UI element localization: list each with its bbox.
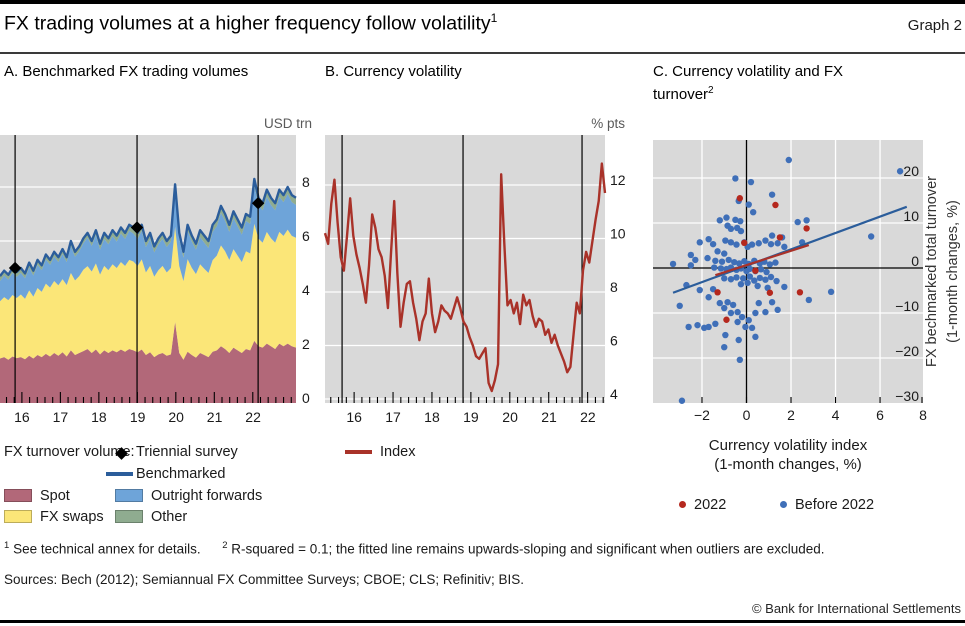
footnote-2-text: R-squared = 0.1; the fitted line remains… <box>231 541 825 557</box>
svg-text:19: 19 <box>130 409 146 425</box>
svg-text:−20: −20 <box>895 343 919 359</box>
top-border-rule <box>0 0 965 4</box>
panel-c-footnote-marker: 2 <box>708 85 714 96</box>
svg-text:22: 22 <box>245 409 261 425</box>
copyright-notice: © Bank for International Settlements <box>751 601 961 616</box>
svg-text:20: 20 <box>502 409 518 425</box>
legend-spot-label: Spot <box>40 488 70 504</box>
legend-fx-turnover-prefix: FX turnover volume: <box>4 444 135 460</box>
panel-a-title: A. Benchmarked FX trading volumes <box>4 63 249 80</box>
panel-c-x-axis-label: Currency volatility index (1-month chang… <box>653 436 923 474</box>
panel-b-unit-label: % pts <box>591 116 625 131</box>
svg-text:4: 4 <box>302 282 310 298</box>
svg-text:6: 6 <box>610 333 618 349</box>
title-divider-rule <box>0 52 965 54</box>
svg-text:10: 10 <box>610 226 625 242</box>
page-title: FX trading volumes at a higher frequency… <box>4 11 497 36</box>
svg-text:2: 2 <box>787 407 795 423</box>
legend-fx-swaps-label: FX swaps <box>40 509 104 525</box>
svg-text:4: 4 <box>610 386 618 402</box>
panel-c-y-axis-label-line2: (1-month changes, %) <box>945 200 961 343</box>
graph-number-label: Graph 2 <box>907 17 962 34</box>
legend-triennial-label: Triennial survey <box>136 444 238 460</box>
panel-c-y-axis-label: FX bechmarked total turnover (1-month ch… <box>922 140 965 403</box>
svg-text:20: 20 <box>168 409 184 425</box>
svg-text:18: 18 <box>424 409 440 425</box>
sources-line: Sources: Bech (2012); Semiannual FX Comm… <box>4 572 524 587</box>
svg-text:0: 0 <box>911 253 919 269</box>
index-line-swatch-icon <box>345 450 372 454</box>
svg-text:21: 21 <box>541 409 557 425</box>
panel-a-unit-label: USD trn <box>263 116 312 131</box>
page-title-text: FX trading volumes at a higher frequency… <box>4 12 491 35</box>
fx-swaps-swatch-icon <box>4 510 32 523</box>
svg-text:8: 8 <box>919 407 927 423</box>
svg-text:−30: −30 <box>895 388 919 404</box>
svg-text:2: 2 <box>302 336 310 352</box>
footnote-1-marker: 1 <box>4 540 10 551</box>
svg-text:21: 21 <box>207 409 223 425</box>
svg-text:−2: −2 <box>694 407 710 423</box>
footnotes: 1 See technical annex for details. 2 R-s… <box>4 540 961 557</box>
panel-b-title: B. Currency volatility <box>325 63 462 80</box>
legend-other-label: Other <box>151 509 188 525</box>
svg-text:8: 8 <box>610 279 618 295</box>
svg-text:17: 17 <box>53 409 69 425</box>
svg-text:22: 22 <box>580 409 596 425</box>
panel-c-x-axis-label-line2: (1-month changes, %) <box>714 456 862 473</box>
page-title-footnote-marker: 1 <box>490 11 498 25</box>
svg-text:16: 16 <box>14 409 30 425</box>
bottom-border-rule <box>0 620 965 623</box>
panel-c-y-axis-label-line1: FX bechmarked total turnover <box>924 176 940 368</box>
panel-c-x-axis-label-line1: Currency volatility index <box>708 437 868 454</box>
footnote-1-text: See technical annex for details. <box>13 541 201 557</box>
svg-text:6: 6 <box>302 228 310 244</box>
svg-text:20: 20 <box>903 163 919 179</box>
svg-text:10: 10 <box>903 208 919 224</box>
panel-a-stacked-area-chart: 0 2 4 6 8 16 17 18 19 20 21 22 <box>0 135 310 425</box>
spot-swatch-icon <box>4 489 32 502</box>
legend-2022-label: 2022 <box>694 497 727 513</box>
legend-benchmarked-label: Benchmarked <box>136 466 226 482</box>
svg-text:19: 19 <box>463 409 479 425</box>
panel-c-title: C. Currency volatility and FX turnover2 <box>653 62 871 104</box>
svg-text:6: 6 <box>876 407 884 423</box>
footnote-2-marker: 2 <box>222 540 228 551</box>
benchmarked-line-swatch-icon <box>106 472 133 476</box>
other-swatch-icon <box>115 510 143 523</box>
legend-outright-forwards-label: Outright forwards <box>151 488 263 504</box>
svg-text:12: 12 <box>610 172 625 188</box>
svg-text:16: 16 <box>346 409 362 425</box>
svg-text:17: 17 <box>385 409 401 425</box>
legend-2022-dot-icon <box>679 501 686 508</box>
legend-before-2022-dot-icon <box>780 501 787 508</box>
legend-index-label: Index <box>380 444 416 460</box>
panel-b-line-chart: 4 6 8 10 12 16 17 18 19 20 21 22 <box>323 135 625 425</box>
outright-forwards-swatch-icon <box>115 489 143 502</box>
svg-text:0: 0 <box>302 390 310 406</box>
legend-before-2022-label: Before 2022 <box>795 497 875 513</box>
svg-text:−10: −10 <box>895 298 919 314</box>
svg-text:0: 0 <box>743 407 751 423</box>
svg-text:18: 18 <box>91 409 107 425</box>
svg-text:4: 4 <box>832 407 840 423</box>
svg-text:8: 8 <box>302 174 310 190</box>
panel-c-title-text: C. Currency volatility and FX turnover <box>653 63 844 103</box>
